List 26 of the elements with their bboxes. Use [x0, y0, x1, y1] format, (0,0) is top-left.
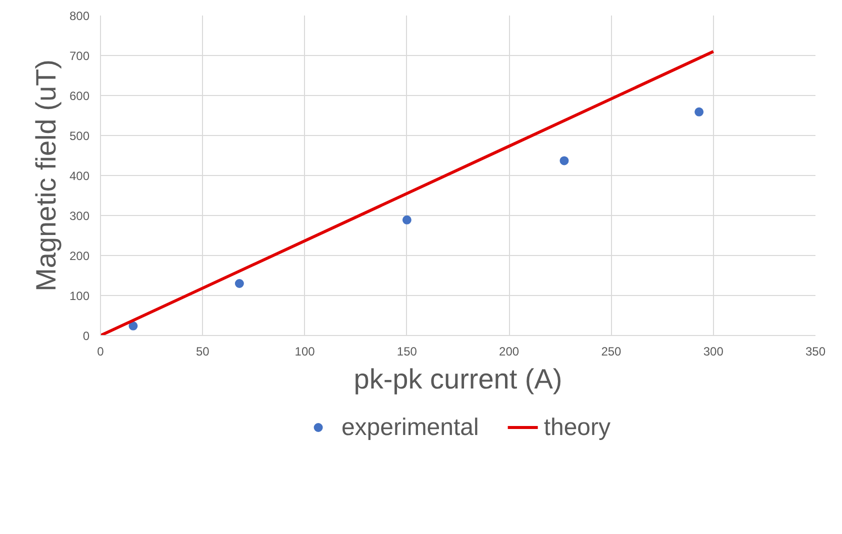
legend-label: experimental	[341, 414, 479, 441]
y-tick-label: 500	[69, 129, 90, 143]
y-tick-label: 200	[69, 249, 90, 263]
legend-label: theory	[544, 414, 611, 441]
x-tick-label: 150	[396, 344, 418, 358]
x-tick-label: 50	[196, 344, 210, 358]
point	[128, 321, 138, 330]
x-tick-label: 100	[294, 344, 316, 358]
y-tick-label: 700	[69, 49, 90, 63]
y-tick-label: 300	[69, 209, 90, 223]
y-tick-label: 600	[69, 89, 90, 103]
y-axis-title: Magnetic field (uT)	[30, 60, 62, 292]
x-tick-label: 250	[601, 344, 622, 358]
y-tick-label: 0	[82, 329, 90, 343]
point	[234, 279, 244, 288]
point	[402, 215, 412, 224]
y-tick-label: 800	[69, 9, 90, 23]
point	[560, 156, 569, 166]
x-tick-label: 200	[499, 344, 520, 358]
x-axis-title: pk-pk current (A)	[354, 364, 562, 394]
x-tick-label: 300	[703, 344, 724, 358]
y-tick-label: 400	[69, 169, 90, 183]
x-tick-label: 350	[805, 344, 826, 358]
x-tick-label: 0	[97, 344, 104, 358]
point	[694, 107, 704, 116]
y-tick-label: 100	[69, 289, 90, 303]
